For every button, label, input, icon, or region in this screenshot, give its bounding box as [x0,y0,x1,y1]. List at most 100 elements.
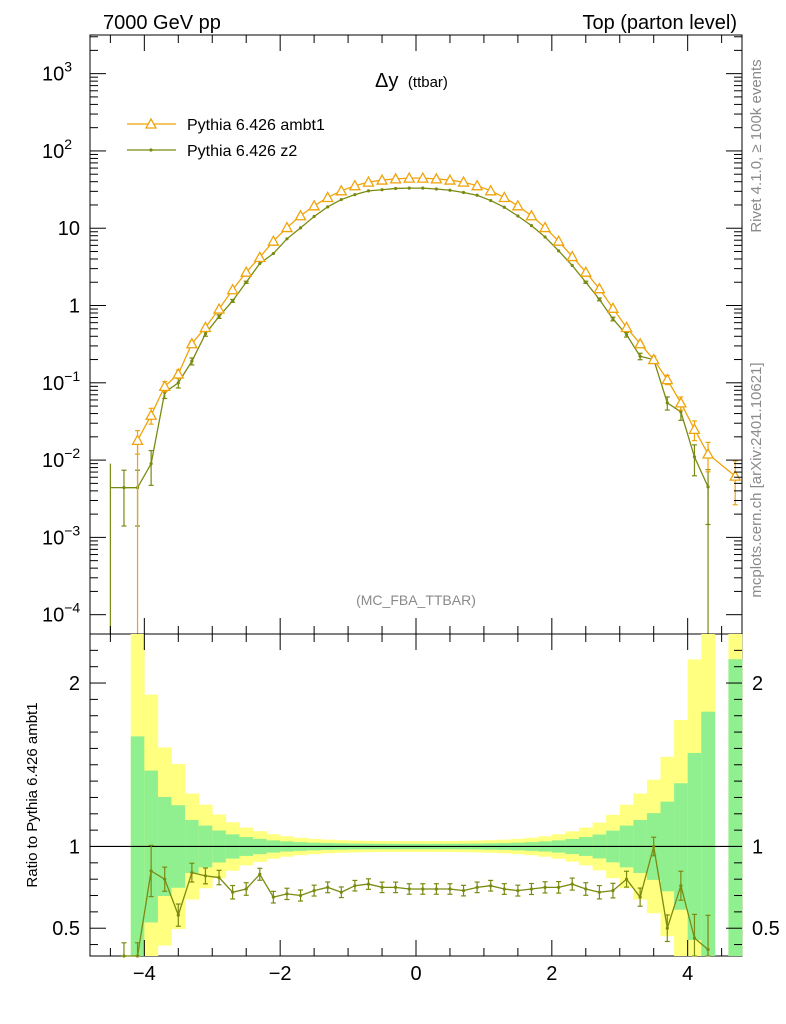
main-title-suffix: (ttbar) [408,74,448,91]
marker-ambt1-37 [634,337,647,349]
x-tick-label-4: 4 [682,963,693,985]
ratio-marker-z2-22 [421,887,425,891]
marker-ambt1-6 [212,302,226,314]
marker-z2-11 [271,251,275,256]
legend-ambt1-label: Pythia 6.426 ambt1 [187,117,325,134]
marker-z2-25 [461,190,466,195]
ratio-marker-z2-14 [312,889,316,893]
marker-z2-13 [298,226,303,230]
main-tick-base-6: 10 [42,527,64,549]
marker-ambt1-27 [498,191,511,203]
marker-z2-34 [584,280,588,284]
marker-z2-9 [244,280,248,284]
ratio-tick-label-right-2: 0.5 [752,918,780,940]
marker-z2-6 [203,332,208,336]
main-tick-exp-0: 3 [64,59,72,75]
marker-z2-19 [380,188,384,192]
legend-z2-marker [149,148,153,152]
main-tick-base-1: 10 [42,141,64,163]
legend: Pythia 6.426 ambt1 Pythia 6.426 z2 [127,117,325,160]
main-tick-label-4: 10−1 [42,368,80,395]
marker-z2-35 [597,297,601,301]
ratio-tick-label-left-0: 2 [69,673,80,695]
marker-z2-42 [692,455,697,459]
marker-z2-22 [421,186,425,190]
ratio-marker-z2-16 [339,890,343,894]
x-tick-label-0: −4 [133,963,156,985]
marker-ambt1-2 [158,380,171,391]
ratio-marker-z2-34 [584,887,588,891]
ratio-tick-label-right-1: 1 [752,836,763,858]
marker-ambt1-8 [240,265,253,277]
mcplots-label: mcplots.cern.ch [arXiv:2401.10621] [748,362,765,597]
ratio-marker-z2-23 [434,887,438,891]
ratio-marker-z2-26 [475,885,479,889]
marker-z2-0 [122,486,126,490]
main-tick-label-6: 10−3 [42,522,80,549]
main-tick-base-0: 10 [42,64,64,86]
marker-ambt1-30 [538,221,552,233]
marker-z2-40 [665,401,669,405]
marker-ambt1-17 [362,175,375,187]
ratio-marker-z2-8 [231,890,235,894]
ratio-marker-z2-43 [706,947,710,952]
marker-ambt1-14 [321,191,334,203]
main-plot-content [109,171,742,634]
marker-ambt1-1 [145,408,158,420]
ratio-marker-z2-6 [203,874,208,878]
ratio-tick-label-left-1: 1 [69,836,80,858]
ratio-marker-z2-15 [326,885,330,889]
band-1sigma-43 [701,711,716,956]
marker-ambt1-24 [457,175,470,187]
ratio-marker-z2-37 [624,877,629,881]
main-tick-label-0: 103 [42,59,72,86]
ratio-tick-label-left-2: 0.5 [52,918,80,940]
marker-z2-17 [353,193,357,197]
marker-ambt1-7 [226,283,239,295]
ratio-plot-content [90,634,743,958]
marker-z2-37 [624,333,629,337]
main-tick-base-2: 10 [58,218,80,240]
ratio-marker-z2-18 [366,882,371,886]
marker-z2-38 [638,354,642,358]
rivet-version-label: Rivet 4.1.0, ≥ 100k events [748,59,765,232]
marker-ambt1-28 [511,199,524,211]
ratio-marker-z2-0 [122,954,126,958]
main-tick-exp-7: −4 [64,600,80,616]
ratio-marker-z2-20 [394,885,398,889]
ratio-marker-z2-36 [611,889,615,893]
marker-ambt1-3 [172,367,185,379]
ratio-marker-z2-28 [502,887,506,891]
header-right-label: Top (parton level) [582,12,737,34]
ratio-y-label: Ratio to Pythia 6.426 ambt1 [24,702,41,887]
marker-ambt1-41 [688,423,701,434]
watermark-label: (MC_FBA_TTBAR) [356,592,476,608]
marker-z2-2 [149,462,153,466]
marker-ambt1-36 [620,321,633,333]
ratio-marker-z2-7 [217,875,221,880]
marker-ambt1-18 [375,173,389,185]
marker-ambt1-9 [253,251,266,262]
main-tick-exp-5: −2 [64,445,80,461]
series-line-1 [123,187,709,489]
main-tick-exp-6: −3 [64,522,80,538]
marker-ambt1-0 [131,434,144,446]
marker-z2-21 [407,186,411,190]
marker-ambt1-19 [389,172,402,184]
marker-z2-30 [529,224,534,228]
main-tick-label-1: 102 [42,136,72,163]
ratio-plot-area: 2 2 1 1 0.5 0.5 Ratio to Pythia 6.426 ambt1 [24,633,780,958]
ratio-tick-label-right-0: 2 [752,673,763,695]
x-tick-label-1: −2 [269,963,292,985]
marker-ambt1-5 [199,321,212,333]
ratio-marker-z2-35 [597,890,601,894]
legend-z2-label: Pythia 6.426 z2 [187,143,297,160]
main-tick-base-3: 1 [69,296,80,318]
marker-z2-5 [190,359,194,363]
marker-z2-32 [557,249,561,253]
marker-ambt1-29 [525,209,538,221]
marker-z2-28 [502,205,506,209]
marker-ambt1-40 [674,396,687,408]
marker-ambt1-10 [267,234,280,246]
